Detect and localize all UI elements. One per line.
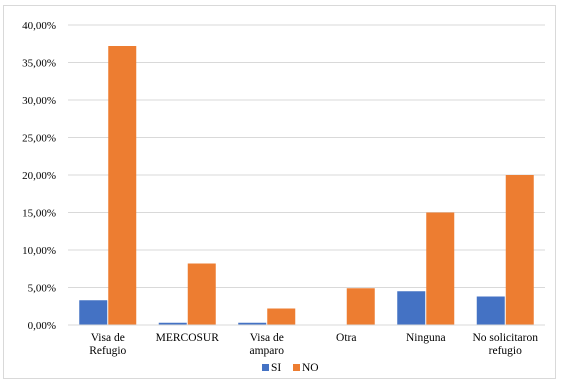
- legend-swatch-no: [293, 364, 300, 371]
- bar-si-2: [238, 322, 267, 325]
- y-tick-label: 5,00%: [28, 283, 56, 295]
- bar-si-1: [158, 322, 187, 325]
- y-tick-label: 25,00%: [22, 133, 56, 145]
- x-category-label-line: Visa de: [91, 332, 125, 344]
- x-category-label-line: MERCOSUR: [156, 332, 220, 344]
- x-category-label: Ninguna: [406, 332, 446, 344]
- y-tick-label: 0,00%: [28, 320, 56, 332]
- x-category-label: No solicitaron refugio: [473, 332, 539, 357]
- legend: SI NO: [262, 362, 319, 374]
- bar-si-0: [79, 300, 108, 325]
- x-category-label-line: Refugio: [89, 345, 126, 357]
- y-tick-label: 30,00%: [22, 95, 56, 107]
- bar-si-5: [476, 296, 505, 325]
- y-tick-label: 40,00%: [22, 20, 56, 32]
- y-tick-label: 35,00%: [22, 58, 56, 70]
- legend-label: NO: [302, 362, 319, 374]
- x-category-label-line: Ninguna: [406, 332, 446, 344]
- x-category-label-line: No solicitaron: [473, 332, 539, 344]
- x-category-label: MERCOSUR: [156, 332, 220, 344]
- bars: [79, 46, 534, 325]
- legend-swatch-si: [262, 364, 269, 371]
- x-category-label-line: amparo: [250, 345, 285, 357]
- x-category-label: Visa de amparo: [250, 332, 285, 357]
- bar-no-3: [346, 288, 375, 325]
- x-category-label-line: Otra: [336, 332, 356, 344]
- bar-si-4: [397, 291, 426, 325]
- y-axis-tick-labels: 0,00% 5,00% 10,00% 15,00% 20,00% 25,00% 30,00%…: [22, 20, 56, 332]
- bar-no-2: [267, 308, 296, 325]
- x-category-label-line: refugio: [489, 345, 522, 357]
- bar-no-1: [187, 263, 216, 325]
- y-tick-label: 20,00%: [22, 170, 56, 182]
- y-tick-label: 15,00%: [22, 208, 56, 220]
- x-category-label: Otra: [336, 332, 356, 344]
- bar-no-4: [426, 212, 455, 325]
- bar-no-5: [505, 175, 534, 325]
- bar-no-0: [108, 46, 137, 325]
- gridlines: [68, 24, 545, 288]
- y-tick-label: 10,00%: [22, 245, 56, 257]
- legend-label: SI: [271, 362, 281, 374]
- x-category-label: Visa de Refugio: [89, 332, 126, 357]
- x-category-label-line: Visa de: [250, 332, 284, 344]
